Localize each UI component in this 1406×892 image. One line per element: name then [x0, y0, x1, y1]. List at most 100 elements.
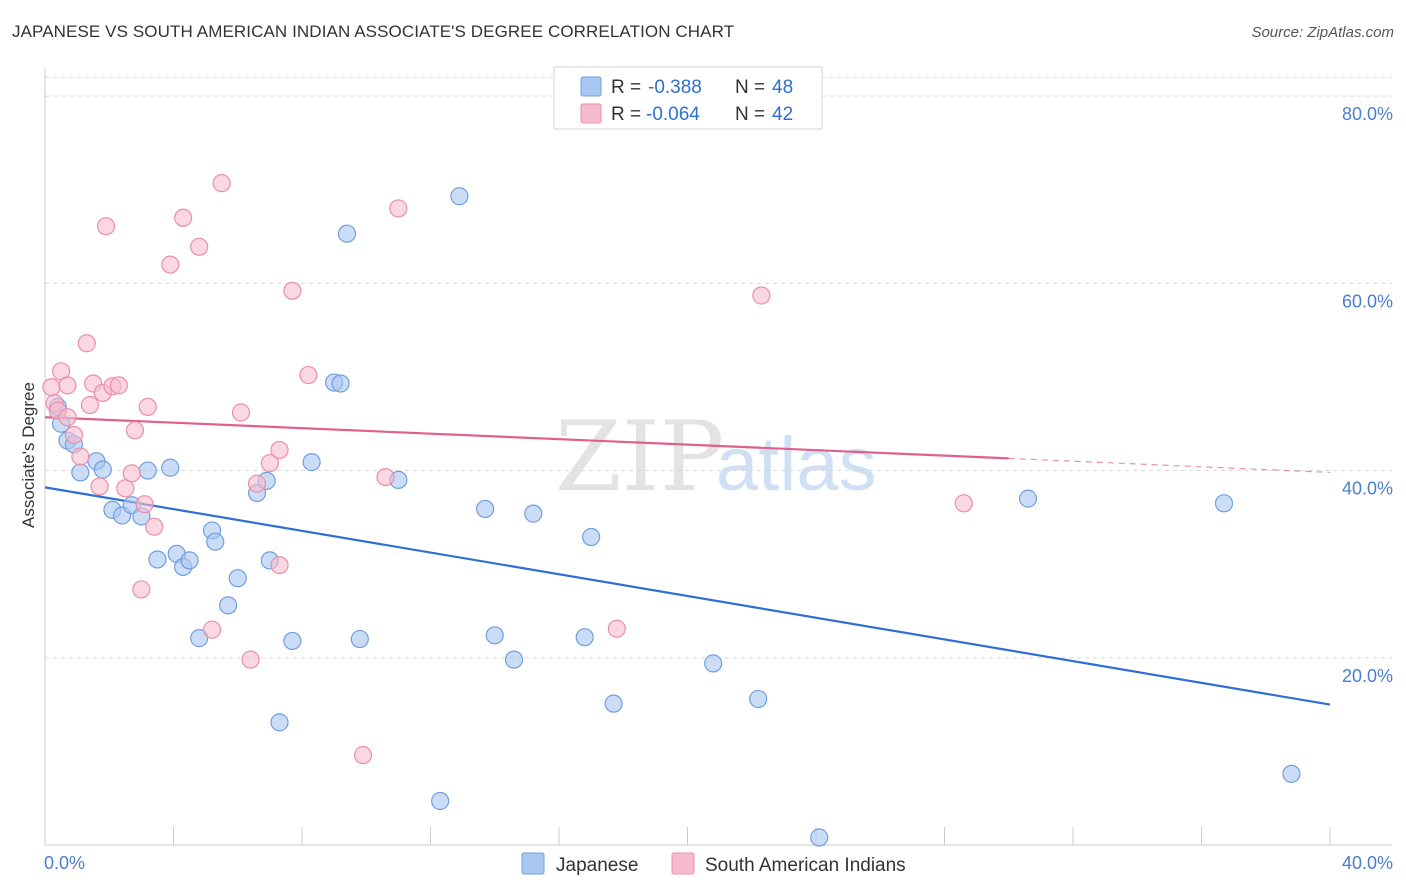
point-japanese-19: [206, 532, 225, 551]
point-japanese-25: [270, 713, 289, 732]
grid-lines: [45, 76, 1392, 659]
point-south-american-indians-23: [161, 255, 180, 274]
point-south-american-indians-0: [42, 378, 61, 397]
point-south-american-indians-7: [71, 447, 90, 466]
point-south-american-indians-24: [174, 208, 193, 227]
y-tick-labels: 20.0% 40.0% 60.0% 80.0%: [1342, 104, 1393, 686]
y-tick-label-3: 80.0%: [1342, 104, 1393, 124]
point-japanese-17: [190, 629, 209, 648]
point-japanese-40: [582, 527, 601, 547]
point-japanese-13: [161, 458, 180, 477]
point-japanese-34: [450, 187, 469, 206]
legend-swatch-south-american-indians: [580, 103, 602, 124]
point-south-american-indians-32: [270, 440, 289, 460]
point-japanese-39: [575, 628, 594, 647]
point-south-american-indians-13: [96, 217, 116, 236]
legend-n-value-sai: 42: [772, 104, 793, 125]
x-tick-label-0: 0.0%: [44, 853, 85, 873]
point-south-american-indians-34: [283, 281, 302, 300]
point-japanese-36: [485, 626, 504, 645]
y-tick-label-1: 40.0%: [1342, 479, 1393, 499]
point-japanese-21: [228, 569, 247, 588]
point-japanese-35: [476, 499, 495, 519]
bottom-legend-swatch-japanese: [521, 852, 545, 875]
trend-line-japanese: [44, 486, 1331, 706]
bottom-legend-swatch-sai: [671, 852, 695, 875]
point-south-american-indians-9: [80, 395, 100, 415]
point-japanese-6: [93, 460, 112, 479]
point-japanese-20: [219, 596, 238, 615]
point-south-american-indians-40: [752, 286, 771, 305]
x-tick-labels: 0.0% 40.0%: [44, 853, 1393, 873]
trend-line-south-american-indians-extension: [1008, 457, 1331, 474]
legend-r-label-sai: R =: [611, 104, 641, 125]
point-japanese-45: [1018, 489, 1038, 508]
point-south-american-indians-41: [954, 494, 973, 513]
point-japanese-29: [331, 374, 350, 393]
point-south-american-indians-18: [125, 421, 145, 440]
point-japanese-41: [604, 694, 623, 713]
point-japanese-42: [704, 654, 723, 673]
y-axis-label: Associate's Degree: [19, 382, 38, 528]
chart-title: JAPANESE VS SOUTH AMERICAN INDIAN ASSOCI…: [12, 22, 735, 41]
correlation-legend: R = -0.388 N = 48 R = -0.064 N = 42: [553, 66, 823, 130]
x-tick-label-1: 40.0%: [1342, 853, 1393, 873]
bottom-legend-japanese: Japanese: [556, 855, 638, 876]
point-south-american-indians-21: [138, 397, 157, 416]
point-south-american-indians-36: [353, 746, 373, 765]
point-south-american-indians-19: [132, 580, 151, 599]
point-south-american-indians-11: [90, 477, 109, 496]
watermark-atlas: atlas: [716, 422, 877, 507]
trend-line-south-american-indians: [44, 416, 1009, 460]
point-south-american-indians-28: [231, 403, 251, 422]
trend-lines: [44, 416, 1331, 706]
y-tick-label-2: 60.0%: [1342, 291, 1393, 311]
point-south-american-indians-30: [247, 474, 267, 493]
legend-r-value-japanese: -0.388: [648, 77, 702, 98]
point-japanese-31: [350, 629, 369, 649]
point-japanese-38: [524, 504, 543, 523]
point-japanese-47: [1282, 764, 1301, 783]
point-south-american-indians-20: [135, 495, 154, 514]
point-south-american-indians-27: [212, 174, 231, 193]
legend-n-value-japanese: 48: [772, 77, 793, 98]
point-japanese-33: [431, 791, 450, 811]
point-japanese-44: [810, 828, 829, 847]
point-japanese-27: [302, 453, 321, 472]
legend-r-value-sai: -0.064: [646, 104, 700, 125]
series-legend: Japanese South American Indians: [521, 852, 906, 876]
point-japanese-26: [283, 631, 302, 651]
point-south-american-indians-35: [299, 365, 318, 385]
point-japanese-4: [71, 463, 90, 482]
point-south-american-indians-26: [202, 620, 222, 639]
point-south-american-indians-29: [241, 650, 260, 669]
point-japanese-12: [148, 550, 167, 569]
point-south-american-indians-25: [190, 237, 209, 256]
point-japanese-46: [1214, 494, 1234, 513]
point-south-american-indians-15: [109, 376, 128, 395]
legend-swatch-japanese: [580, 76, 602, 97]
data-points: [42, 174, 1301, 847]
legend-r-label-japanese: R =: [611, 77, 641, 98]
source-label: Source: ZipAtlas.com: [1251, 24, 1394, 41]
point-japanese-16: [180, 551, 199, 570]
legend-n-label-sai: N =: [735, 104, 765, 125]
point-south-american-indians-33: [270, 555, 289, 575]
point-south-american-indians-31: [260, 453, 279, 473]
point-south-american-indians-4: [58, 376, 77, 395]
point-south-american-indians-16: [116, 479, 135, 498]
point-japanese-37: [504, 650, 524, 669]
point-south-american-indians-38: [389, 199, 408, 218]
legend-n-label-japanese: N =: [735, 77, 765, 98]
point-japanese-30: [337, 224, 357, 243]
bottom-legend-south-american-indians: South American Indians: [705, 855, 906, 876]
y-tick-label-0: 20.0%: [1342, 666, 1393, 686]
point-japanese-43: [749, 689, 768, 709]
axes: [44, 68, 1392, 846]
point-south-american-indians-8: [77, 334, 96, 353]
point-south-american-indians-22: [145, 517, 164, 536]
point-south-american-indians-17: [122, 464, 141, 483]
point-japanese-11: [138, 461, 157, 480]
point-south-american-indians-6: [64, 425, 84, 445]
